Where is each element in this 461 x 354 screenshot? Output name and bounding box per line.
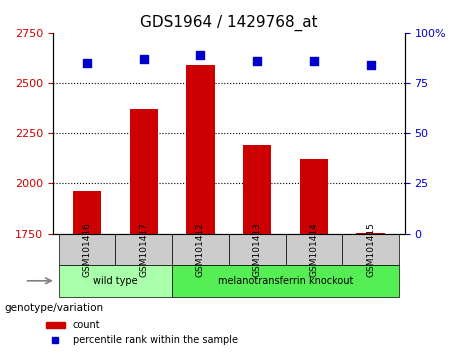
Bar [186, 65, 215, 234]
Point [83, 60, 91, 65]
FancyBboxPatch shape [115, 234, 172, 265]
Text: GSM101414: GSM101414 [309, 222, 319, 277]
FancyBboxPatch shape [172, 234, 229, 265]
Bar [130, 109, 158, 234]
Text: genotype/variation: genotype/variation [5, 303, 104, 313]
Point [310, 58, 318, 64]
Text: GSM101412: GSM101412 [196, 222, 205, 277]
Text: GSM101417: GSM101417 [139, 222, 148, 277]
Bar [356, 233, 385, 234]
Text: GSM101416: GSM101416 [83, 222, 91, 277]
FancyBboxPatch shape [59, 265, 172, 297]
FancyBboxPatch shape [59, 234, 115, 265]
Bar [73, 192, 101, 234]
Point [140, 56, 148, 62]
Text: GSM101415: GSM101415 [366, 222, 375, 277]
FancyBboxPatch shape [342, 234, 399, 265]
Point [197, 52, 204, 57]
FancyBboxPatch shape [229, 234, 285, 265]
Bar [243, 145, 272, 234]
Legend: count, percentile rank within the sample: count, percentile rank within the sample [42, 316, 242, 349]
Bar [300, 159, 328, 234]
FancyBboxPatch shape [285, 234, 342, 265]
Point [254, 58, 261, 64]
FancyBboxPatch shape [172, 265, 399, 297]
Text: GSM101413: GSM101413 [253, 222, 262, 277]
Title: GDS1964 / 1429768_at: GDS1964 / 1429768_at [140, 15, 318, 31]
Text: wild type: wild type [93, 276, 138, 286]
Text: melanotransferrin knockout: melanotransferrin knockout [218, 276, 353, 286]
Point [367, 62, 374, 68]
